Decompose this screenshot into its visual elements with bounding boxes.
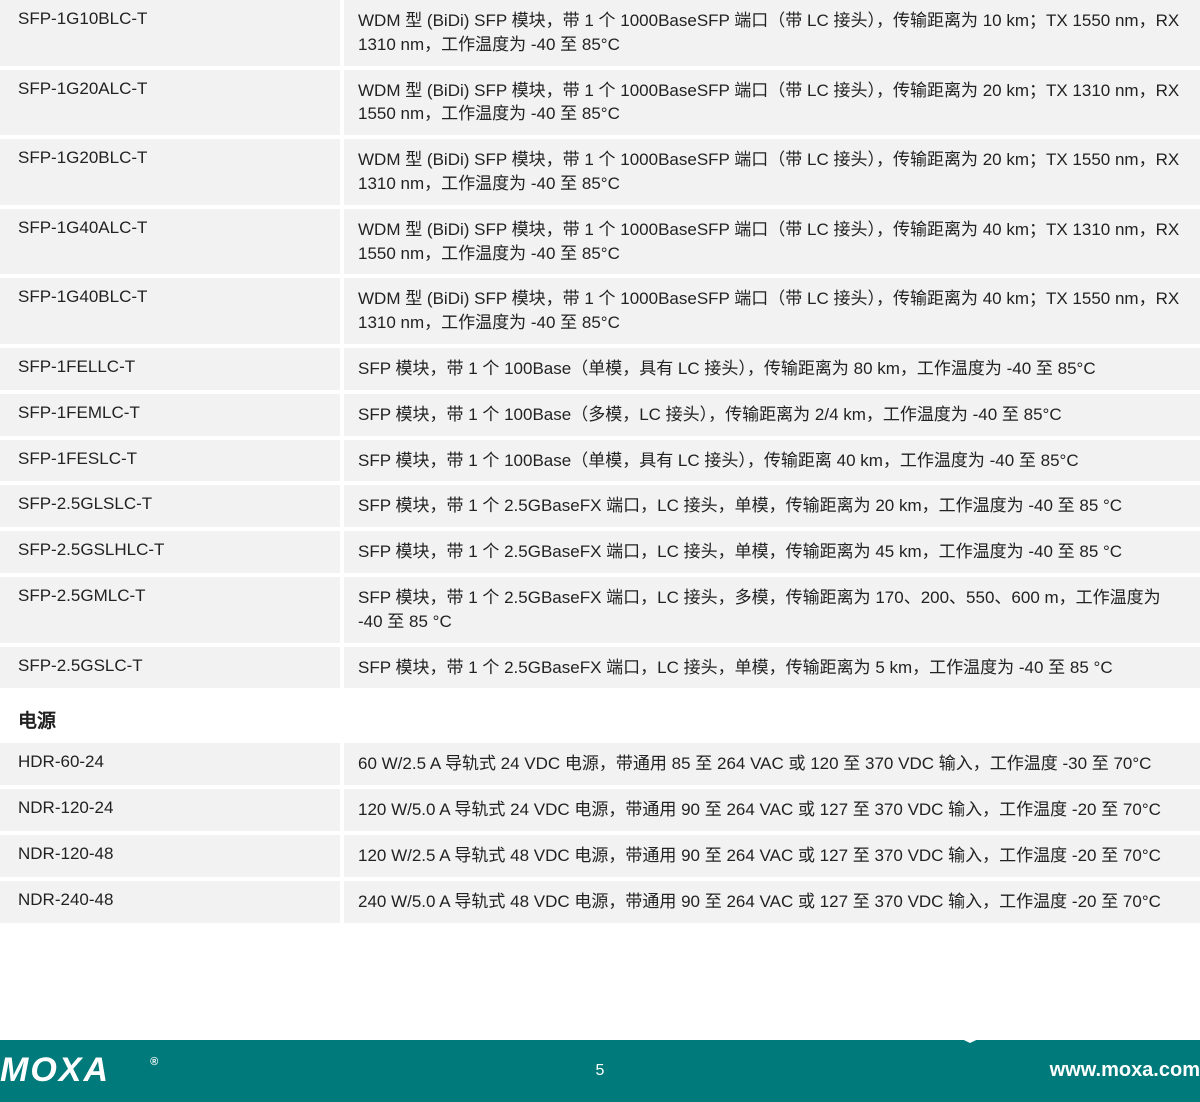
- power-description: 120 W/2.5 A 导轨式 48 VDC 电源，带通用 90 至 264 V…: [344, 835, 1200, 877]
- sfp-row: SFP-2.5GLSLC-TSFP 模块，带 1 个 2.5GBaseFX 端口…: [0, 485, 1200, 527]
- power-row: NDR-120-48120 W/2.5 A 导轨式 48 VDC 电源，带通用 …: [0, 835, 1200, 877]
- sfp-row: SFP-1FEMLC-TSFP 模块，带 1 个 100Base（多模，LC 接…: [0, 394, 1200, 436]
- sfp-row: SFP-1FELLC-TSFP 模块，带 1 个 100Base（单模，具有 L…: [0, 348, 1200, 390]
- sfp-description: SFP 模块，带 1 个 100Base（多模，LC 接头），传输距离为 2/4…: [344, 394, 1200, 436]
- sfp-description: SFP 模块，带 1 个 2.5GBaseFX 端口，LC 接头，单模，传输距离…: [344, 485, 1200, 527]
- power-description: 240 W/5.0 A 导轨式 48 VDC 电源，带通用 90 至 264 V…: [344, 881, 1200, 923]
- spacer: [0, 927, 1200, 1007]
- sfp-module-table: SFP-1G10BLC-TWDM 型 (BiDi) SFP 模块，带 1 个 1…: [0, 0, 1200, 688]
- sfp-description: WDM 型 (BiDi) SFP 模块，带 1 个 1000BaseSFP 端口…: [344, 0, 1200, 66]
- sfp-description: SFP 模块，带 1 个 100Base（单模，具有 LC 接头），传输距离为 …: [344, 348, 1200, 390]
- power-supply-table: HDR-60-2460 W/2.5 A 导轨式 24 VDC 电源，带通用 85…: [0, 743, 1200, 922]
- power-model: HDR-60-24: [0, 743, 340, 785]
- power-description: 60 W/2.5 A 导轨式 24 VDC 电源，带通用 85 至 264 VA…: [344, 743, 1200, 785]
- moxa-logo: MOXA ®: [0, 1051, 210, 1091]
- sfp-model: SFP-1FEMLC-T: [0, 394, 340, 436]
- footer-url: www.moxa.com: [1050, 1059, 1200, 1082]
- sfp-description: WDM 型 (BiDi) SFP 模块，带 1 个 1000BaseSFP 端口…: [344, 139, 1200, 205]
- sfp-model: SFP-1FELLC-T: [0, 348, 340, 390]
- sfp-row: SFP-2.5GSLC-TSFP 模块，带 1 个 2.5GBaseFX 端口，…: [0, 647, 1200, 689]
- power-model: NDR-120-24: [0, 789, 340, 831]
- section-title-power: 电源: [0, 692, 1200, 743]
- sfp-model: SFP-1G40ALC-T: [0, 209, 340, 275]
- sfp-description: SFP 模块，带 1 个 2.5GBaseFX 端口，LC 接头，单模，传输距离…: [344, 531, 1200, 573]
- footer-notch-icon: [895, 1007, 1045, 1043]
- footer-bar: MOXA ® 5 www.moxa.com: [0, 1040, 1200, 1102]
- sfp-model: SFP-2.5GMLC-T: [0, 577, 340, 643]
- sfp-row: SFP-1G10BLC-TWDM 型 (BiDi) SFP 模块，带 1 个 1…: [0, 0, 1200, 66]
- sfp-model: SFP-1G20BLC-T: [0, 139, 340, 205]
- sfp-description: SFP 模块，带 1 个 2.5GBaseFX 端口，LC 接头，多模，传输距离…: [344, 577, 1200, 643]
- sfp-row: SFP-2.5GMLC-TSFP 模块，带 1 个 2.5GBaseFX 端口，…: [0, 577, 1200, 643]
- power-description: 120 W/5.0 A 导轨式 24 VDC 电源，带通用 90 至 264 V…: [344, 789, 1200, 831]
- svg-text:MOXA: MOXA: [0, 1051, 110, 1089]
- sfp-model: SFP-2.5GSLHLC-T: [0, 531, 340, 573]
- sfp-description: SFP 模块，带 1 个 2.5GBaseFX 端口，LC 接头，单模，传输距离…: [344, 647, 1200, 689]
- sfp-model: SFP-2.5GLSLC-T: [0, 485, 340, 527]
- page-footer: MOXA ® 5 www.moxa.com: [0, 1007, 1200, 1102]
- svg-text:®: ®: [150, 1056, 159, 1068]
- sfp-description: WDM 型 (BiDi) SFP 模块，带 1 个 1000BaseSFP 端口…: [344, 209, 1200, 275]
- sfp-model: SFP-1G20ALC-T: [0, 70, 340, 136]
- page-number: 5: [596, 1062, 605, 1080]
- sfp-model: SFP-1G40BLC-T: [0, 278, 340, 344]
- sfp-row: SFP-1G20BLC-TWDM 型 (BiDi) SFP 模块，带 1 个 1…: [0, 139, 1200, 205]
- sfp-model: SFP-1FESLC-T: [0, 440, 340, 482]
- power-model: NDR-120-48: [0, 835, 340, 877]
- sfp-model: SFP-2.5GSLC-T: [0, 647, 340, 689]
- sfp-model: SFP-1G10BLC-T: [0, 0, 340, 66]
- sfp-description: WDM 型 (BiDi) SFP 模块，带 1 个 1000BaseSFP 端口…: [344, 70, 1200, 136]
- sfp-description: WDM 型 (BiDi) SFP 模块，带 1 个 1000BaseSFP 端口…: [344, 278, 1200, 344]
- sfp-row: SFP-1FESLC-TSFP 模块，带 1 个 100Base（单模，具有 L…: [0, 440, 1200, 482]
- sfp-row: SFP-1G40BLC-TWDM 型 (BiDi) SFP 模块，带 1 个 1…: [0, 278, 1200, 344]
- power-model: NDR-240-48: [0, 881, 340, 923]
- sfp-row: SFP-2.5GSLHLC-TSFP 模块，带 1 个 2.5GBaseFX 端…: [0, 531, 1200, 573]
- moxa-logo-icon: MOXA ®: [0, 1051, 210, 1091]
- power-row: HDR-60-2460 W/2.5 A 导轨式 24 VDC 电源，带通用 85…: [0, 743, 1200, 785]
- page-content: SFP-1G10BLC-TWDM 型 (BiDi) SFP 模块，带 1 个 1…: [0, 0, 1200, 1007]
- power-row: NDR-120-24120 W/5.0 A 导轨式 24 VDC 电源，带通用 …: [0, 789, 1200, 831]
- sfp-description: SFP 模块，带 1 个 100Base（单模，具有 LC 接头），传输距离 4…: [344, 440, 1200, 482]
- power-row: NDR-240-48240 W/5.0 A 导轨式 48 VDC 电源，带通用 …: [0, 881, 1200, 923]
- sfp-row: SFP-1G40ALC-TWDM 型 (BiDi) SFP 模块，带 1 个 1…: [0, 209, 1200, 275]
- sfp-row: SFP-1G20ALC-TWDM 型 (BiDi) SFP 模块，带 1 个 1…: [0, 70, 1200, 136]
